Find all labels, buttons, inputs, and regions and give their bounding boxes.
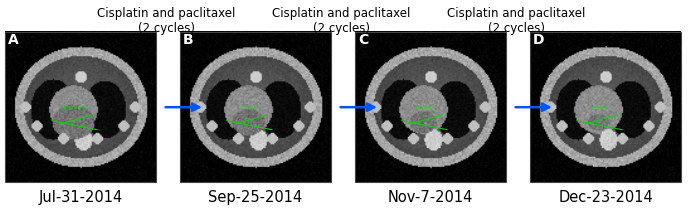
Text: Cisplatin and paclitaxel
(2 cycles): Cisplatin and paclitaxel (2 cycles) — [97, 7, 235, 35]
Text: A: A — [8, 33, 19, 47]
Text: Jul-31-2014: Jul-31-2014 — [38, 190, 122, 205]
Text: Sep-25-2014: Sep-25-2014 — [209, 190, 302, 205]
Text: Dec-23-2014: Dec-23-2014 — [558, 190, 653, 205]
Text: B: B — [183, 33, 194, 47]
Bar — [531, 32, 680, 182]
Text: Nov-7-2014: Nov-7-2014 — [388, 190, 473, 205]
Bar — [181, 32, 330, 182]
Bar — [355, 32, 505, 182]
Text: D: D — [533, 33, 545, 47]
Text: Cisplatin and paclitaxel
(2 cycles): Cisplatin and paclitaxel (2 cycles) — [272, 7, 410, 35]
Text: 63.22×8: 63.22×8 — [415, 106, 434, 110]
Text: Cisplatin and paclitaxel
(2 cycles): Cisplatin and paclitaxel (2 cycles) — [447, 7, 585, 35]
Text: C: C — [358, 33, 368, 47]
Text: 47.99×9: 47.99×9 — [590, 106, 609, 110]
Text: 88.94×77.9: 88.94×77.9 — [62, 106, 88, 110]
Text: 71.44×6: 71.44×6 — [240, 106, 259, 110]
Bar — [6, 32, 155, 182]
